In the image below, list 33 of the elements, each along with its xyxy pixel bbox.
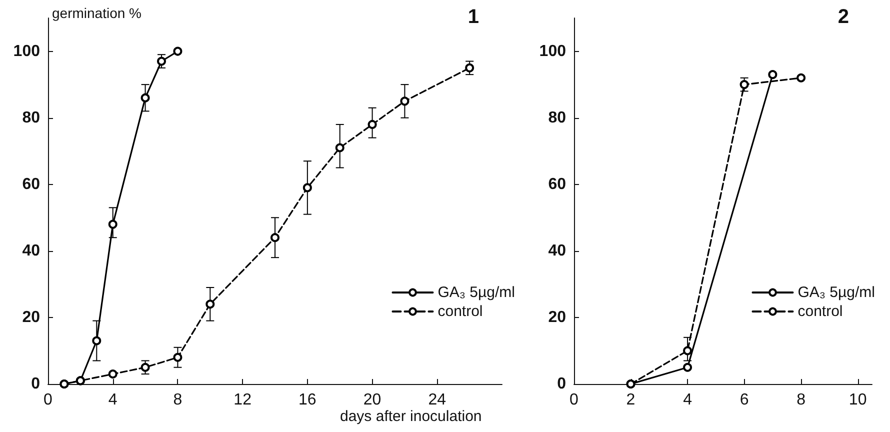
- chart-title: 2: [838, 6, 849, 28]
- y-tick-label: 0: [31, 376, 40, 392]
- x-tick-label: 24: [428, 392, 446, 408]
- y-tick-label: 60: [548, 176, 566, 193]
- x-tick-label: 8: [173, 392, 182, 408]
- y-tick-label: 60: [22, 176, 40, 193]
- legend-label: control: [438, 303, 483, 320]
- y-tick-label: 80: [548, 109, 566, 126]
- x-tick-label: 2: [626, 392, 636, 408]
- x-tick-label: 8: [796, 392, 806, 408]
- y-tick-label: 80: [22, 109, 40, 126]
- y-tick-label: 20: [22, 308, 40, 326]
- legend-label: GA₃ 5µg/ml: [798, 284, 876, 301]
- chart-title: 1: [468, 6, 479, 28]
- y-tick-label: 100: [539, 42, 566, 60]
- x-tick-label: 0: [44, 392, 53, 408]
- x-tick-label: 0: [570, 392, 579, 408]
- x-axis-title: days after inoculation: [340, 408, 482, 425]
- y-tick-label: 40: [548, 242, 566, 260]
- x-tick-label: 12: [234, 392, 252, 408]
- y-tick-label: 20: [548, 308, 566, 326]
- legend-label: control: [798, 303, 843, 320]
- x-tick-label: 6: [740, 392, 749, 408]
- y-tick-label: 100: [13, 42, 40, 60]
- legend-label: GA₃ 5µg/ml: [438, 284, 516, 301]
- x-tick-label: 10: [848, 392, 867, 408]
- y-axis-title: germination %: [52, 5, 142, 21]
- x-tick-label: 4: [108, 392, 118, 408]
- y-tick-label: 0: [557, 376, 566, 392]
- x-tick-label: 20: [363, 392, 382, 408]
- y-tick-label: 40: [22, 242, 40, 260]
- x-tick-label: 4: [683, 392, 692, 408]
- x-tick-label: 16: [298, 392, 316, 408]
